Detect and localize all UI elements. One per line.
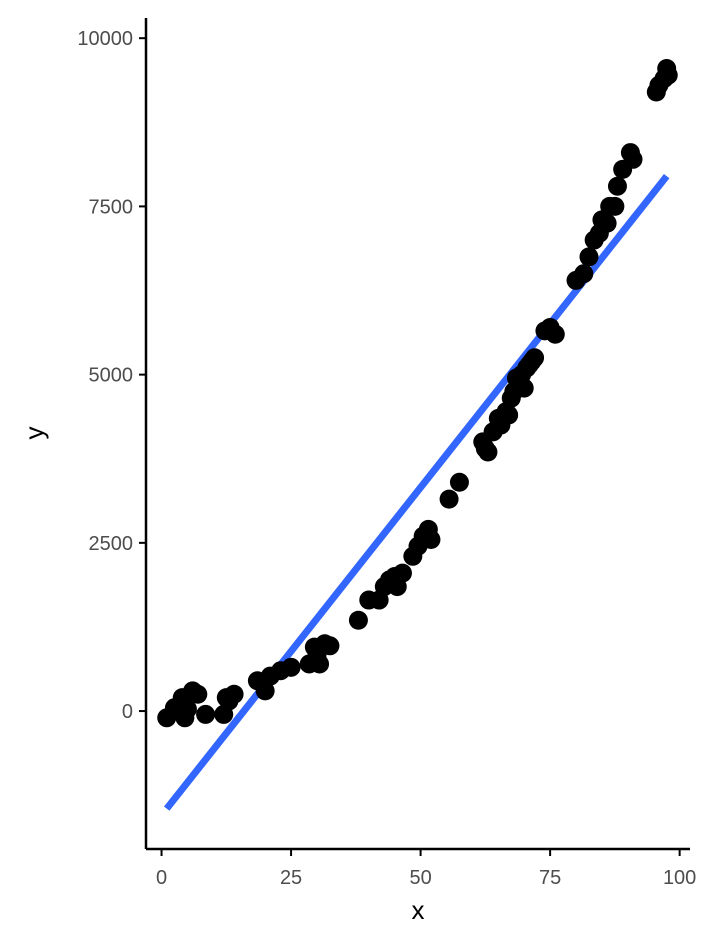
data-point	[525, 348, 545, 368]
x-ticks: 0 25 50 75 100	[156, 849, 696, 889]
x-axis-title: x	[412, 895, 425, 925]
data-point	[196, 704, 216, 724]
y-axis-title: y	[19, 427, 49, 440]
data-point	[348, 610, 368, 630]
y-tick-label: 5000	[89, 365, 134, 387]
data-point	[478, 442, 498, 462]
y-tick-label: 0	[122, 701, 133, 723]
y-tick-label: 7500	[89, 196, 134, 218]
data-point	[224, 684, 244, 704]
data-point	[255, 681, 275, 701]
data-point	[574, 264, 594, 284]
data-point	[392, 563, 412, 583]
data-point	[310, 654, 330, 674]
x-tick-label: 50	[409, 867, 431, 889]
data-point	[499, 405, 519, 425]
data-point	[658, 65, 678, 85]
x-tick-label: 100	[663, 867, 696, 889]
data-point	[177, 699, 197, 719]
data-point	[421, 529, 441, 549]
data-point	[605, 196, 625, 216]
y-ticks: 0 2500 5000 7500 10000	[77, 28, 146, 723]
data-point	[281, 657, 301, 677]
data-point	[320, 636, 340, 656]
data-point	[514, 378, 534, 398]
data-point	[545, 324, 565, 344]
data-point	[449, 472, 469, 492]
data-point	[439, 489, 459, 509]
points-layer	[157, 58, 678, 728]
data-point	[579, 247, 599, 267]
x-tick-label: 0	[156, 867, 167, 889]
x-tick-label: 75	[539, 867, 561, 889]
data-point	[607, 176, 627, 196]
y-tick-label: 2500	[89, 533, 134, 555]
data-point	[597, 213, 617, 233]
data-point	[188, 684, 208, 704]
x-tick-label: 25	[280, 867, 302, 889]
y-tick-label: 10000	[77, 28, 133, 50]
data-point	[623, 149, 643, 169]
